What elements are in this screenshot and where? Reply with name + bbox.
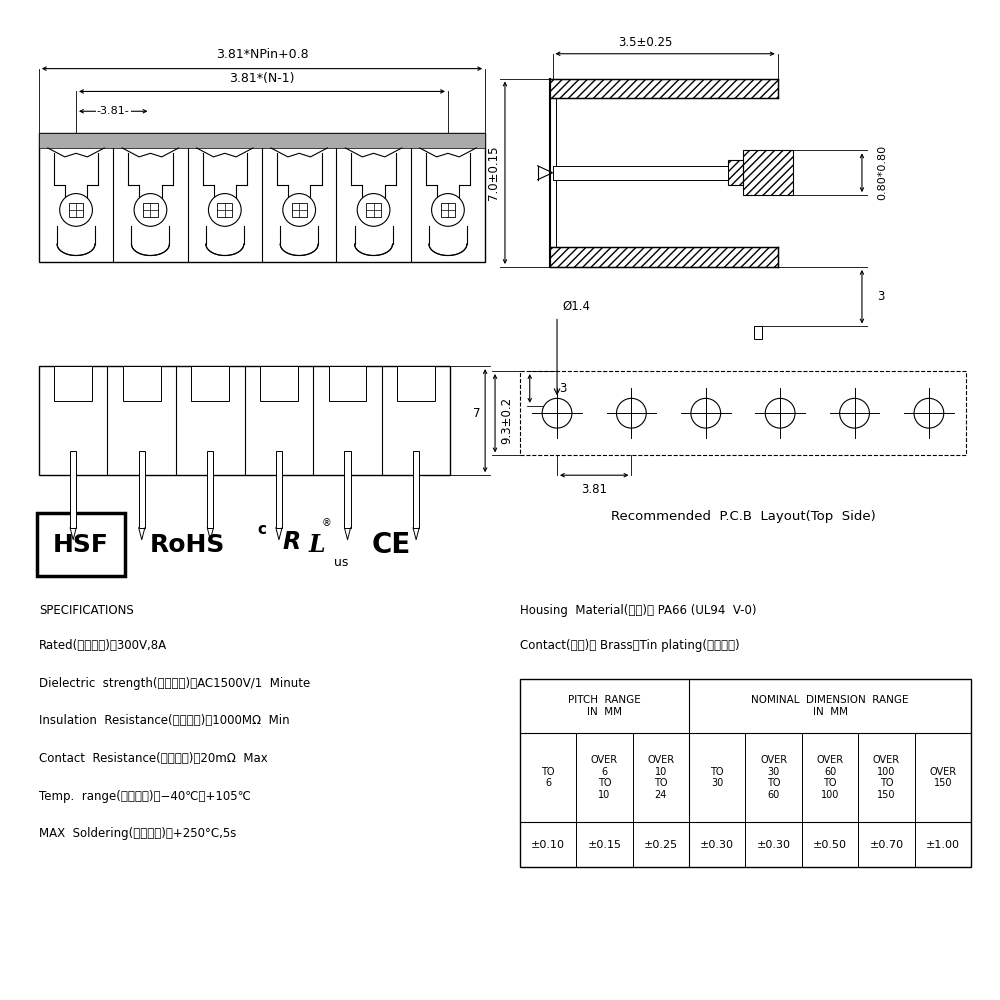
Bar: [69, 203, 83, 217]
Circle shape: [617, 398, 646, 428]
Bar: [70, 451, 76, 528]
Text: Ø1.4: Ø1.4: [562, 300, 590, 313]
Text: OVER
100
TO
150: OVER 100 TO 150: [873, 755, 900, 800]
Text: c: c: [258, 522, 267, 537]
Text: OVER
60
TO
100: OVER 60 TO 100: [816, 755, 844, 800]
Text: OVER
10
TO
24: OVER 10 TO 24: [647, 755, 674, 800]
Text: Housing  Material(塑件)： PA66 (UL94  V-0): Housing Material(塑件)： PA66 (UL94 V-0): [520, 604, 756, 617]
Text: 3: 3: [877, 290, 884, 303]
Text: ±0.30: ±0.30: [700, 840, 734, 850]
FancyBboxPatch shape: [37, 513, 125, 576]
Text: Contact  Resistance(接触电阻)：20mΩ  Max: Contact Resistance(接触电阻)：20mΩ Max: [39, 752, 268, 765]
Bar: [39, 133, 485, 262]
Text: 3: 3: [560, 382, 567, 395]
Bar: [754, 326, 762, 339]
Text: 3.81: 3.81: [581, 483, 607, 496]
Text: RoHS: RoHS: [150, 533, 225, 557]
Circle shape: [840, 398, 869, 428]
Text: ±1.00: ±1.00: [926, 840, 960, 850]
Bar: [329, 366, 366, 401]
Bar: [260, 366, 298, 401]
Bar: [123, 366, 161, 401]
Text: 7: 7: [473, 407, 480, 420]
Bar: [441, 203, 455, 217]
Text: -3.81-: -3.81-: [97, 106, 130, 116]
Text: ±0.10: ±0.10: [531, 840, 565, 850]
Text: MAX  Soldering(瞬时温度)：+250°C,5s: MAX Soldering(瞬时温度)：+250°C,5s: [39, 827, 236, 840]
Circle shape: [542, 398, 572, 428]
Bar: [520, 678, 971, 867]
Circle shape: [691, 398, 721, 428]
Bar: [217, 203, 232, 217]
Text: 9.3±0.2: 9.3±0.2: [500, 397, 513, 444]
Bar: [39, 133, 485, 148]
Text: ±0.25: ±0.25: [644, 840, 678, 850]
Text: Rated(额定参数)：300V,8A: Rated(额定参数)：300V,8A: [39, 639, 167, 652]
Text: NOMINAL  DIMENSION  RANGE
IN  MM: NOMINAL DIMENSION RANGE IN MM: [751, 695, 909, 717]
Bar: [397, 366, 435, 401]
Bar: [550, 79, 778, 98]
Text: ±0.50: ±0.50: [813, 840, 847, 850]
Text: ®: ®: [322, 518, 331, 528]
Text: Dielectric  strength(抗电强度)：AC1500V/1  Minute: Dielectric strength(抗电强度)：AC1500V/1 Minu…: [39, 677, 310, 690]
Bar: [413, 451, 419, 528]
Text: Insulation  Resistance(绣缘电阻)：1000MΩ  Min: Insulation Resistance(绣缘电阻)：1000MΩ Min: [39, 714, 290, 727]
Text: Contact(端子)： Brass，Tin plating(黄銅镀锡): Contact(端子)： Brass，Tin plating(黄銅镀锡): [520, 639, 739, 652]
Text: SPECIFICATIONS: SPECIFICATIONS: [39, 604, 134, 617]
Bar: [191, 366, 229, 401]
Bar: [276, 451, 282, 528]
Text: PITCH  RANGE
IN  MM: PITCH RANGE IN MM: [568, 695, 641, 717]
Bar: [520, 371, 966, 455]
Circle shape: [432, 194, 464, 226]
Circle shape: [357, 194, 390, 226]
Text: OVER
30
TO
60: OVER 30 TO 60: [760, 755, 787, 800]
Text: ±0.30: ±0.30: [757, 840, 791, 850]
Text: Temp.  range(操作温度)：−40℃～+105℃: Temp. range(操作温度)：−40℃～+105℃: [39, 790, 251, 803]
Bar: [743, 150, 793, 195]
Circle shape: [60, 194, 92, 226]
Text: TO
6: TO 6: [541, 767, 555, 788]
Bar: [344, 451, 351, 528]
Text: 3.5±0.25: 3.5±0.25: [618, 36, 672, 49]
Bar: [54, 366, 92, 401]
Bar: [550, 247, 778, 267]
Bar: [553, 166, 728, 180]
Text: OVER
6
TO
10: OVER 6 TO 10: [591, 755, 618, 800]
Text: OVER
150: OVER 150: [929, 767, 956, 788]
Text: Recommended  P.C.B  Layout(Top  Side): Recommended P.C.B Layout(Top Side): [611, 510, 875, 523]
Bar: [728, 160, 743, 185]
Circle shape: [134, 194, 167, 226]
Bar: [366, 203, 381, 217]
Circle shape: [208, 194, 241, 226]
Text: 0.80*0.80: 0.80*0.80: [877, 145, 887, 200]
Text: 3.81*NPin+0.8: 3.81*NPin+0.8: [216, 48, 308, 61]
Text: us: us: [334, 556, 349, 569]
Circle shape: [765, 398, 795, 428]
Bar: [207, 451, 213, 528]
Bar: [39, 366, 450, 475]
Bar: [292, 203, 307, 217]
Text: CE: CE: [371, 531, 411, 559]
Text: 3.81*(N-1): 3.81*(N-1): [229, 72, 295, 85]
Text: L: L: [308, 533, 325, 557]
Bar: [139, 451, 145, 528]
Text: TO
30: TO 30: [710, 767, 724, 788]
Text: HSF: HSF: [53, 533, 109, 557]
Circle shape: [283, 194, 316, 226]
Text: ±0.70: ±0.70: [869, 840, 904, 850]
Text: R: R: [283, 530, 301, 554]
Text: 7.0±0.15: 7.0±0.15: [487, 145, 500, 200]
Circle shape: [914, 398, 944, 428]
Text: ±0.15: ±0.15: [587, 840, 621, 850]
Bar: [143, 203, 158, 217]
